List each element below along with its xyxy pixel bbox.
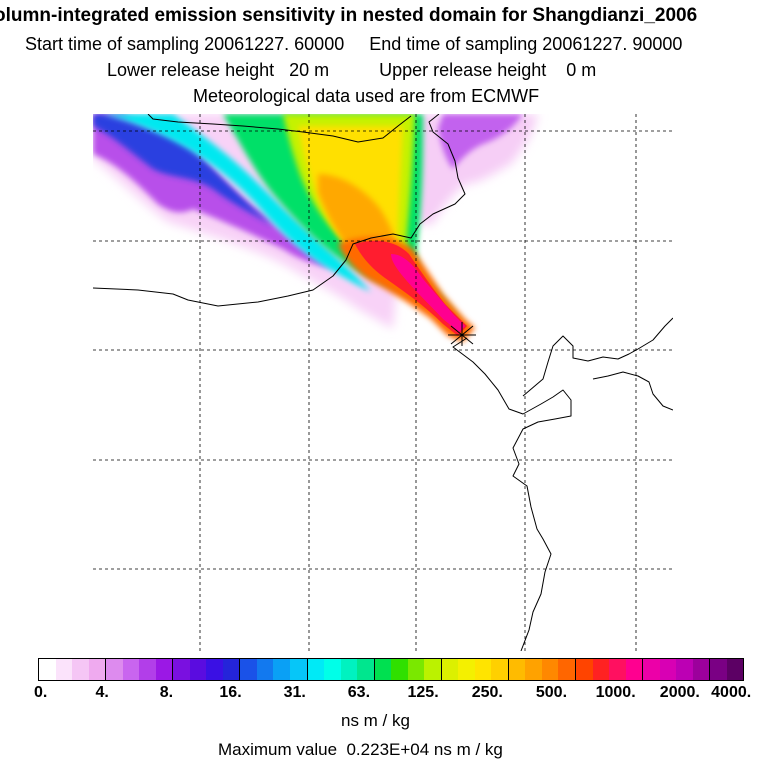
colorbar-segment [256, 659, 274, 680]
colorbar-segment [643, 659, 660, 680]
map-title: olumn-integrated emission sensitivity in… [0, 5, 698, 26]
plume-magenta-core [391, 254, 465, 332]
colorbar-segment [710, 659, 727, 680]
colorbar-segment [206, 659, 223, 680]
plume-purple-east [438, 114, 523, 169]
colorbar-segment [189, 659, 207, 680]
met-data-source: Meteorological data used are from ECMWF [193, 86, 540, 106]
colorbar-segment [576, 659, 593, 680]
colorbar-segment [458, 659, 475, 680]
colorbar-segment [72, 659, 89, 680]
colorbar-segment [692, 659, 711, 680]
colorbar-segment [222, 659, 241, 680]
colorbar-segment [391, 659, 408, 680]
sensitivity-plume [93, 114, 538, 342]
colorbar-segment [289, 659, 308, 680]
colorbar-segment [508, 659, 526, 680]
colorbar-segment [106, 659, 123, 680]
colorbar-tick-label: 250. [471, 684, 503, 701]
colorbar-segment [676, 659, 693, 680]
lat-lon-grid [93, 114, 673, 651]
colorbar-segment [273, 659, 290, 680]
colorbar-segment [122, 659, 140, 680]
colorbar-tick-label: 500. [535, 684, 568, 701]
colorbar-tick-label: 1000. [595, 684, 636, 701]
colorbar-segment [525, 659, 542, 680]
colorbar-tick-label: 63. [347, 684, 371, 701]
plume-cyan-west [103, 114, 371, 292]
colorbar-segment [592, 659, 610, 680]
receptor-marker [448, 322, 476, 346]
colorbar-segment [374, 659, 392, 680]
colorbar-tick-label: 8. [159, 684, 174, 701]
colorbar-segment [39, 659, 56, 680]
colorbar-segment [659, 659, 677, 680]
plume-blue-west [93, 114, 273, 226]
colorbar-segment [357, 659, 375, 680]
colorbar-segment [55, 659, 73, 680]
colorbar-segment [324, 659, 341, 680]
colorbar-segment [424, 659, 442, 680]
sampling-times: Start time of sampling 20061227. 60000 E… [25, 34, 683, 54]
colorbar-segment [609, 659, 626, 680]
map-panel [93, 114, 673, 651]
colorbar-tick-label: 4. [95, 684, 109, 701]
colorbar-segment [307, 659, 325, 680]
colorbar-segment [155, 659, 174, 680]
colorbar-segment [491, 659, 509, 680]
colorbar-tick-label: 31. [283, 684, 306, 701]
release-heights: Lower release height 20 m Upper release … [107, 60, 597, 80]
colorbar-tick-label: 4000. [711, 684, 752, 701]
colorbar-segment [474, 659, 492, 680]
colorbar-tick-label: 2000. [659, 684, 700, 701]
colorbar-segment [173, 659, 190, 680]
colorbar-segment [407, 659, 425, 680]
coastlines [93, 114, 673, 651]
colorbar-segment [726, 659, 744, 680]
colorbar-tick-label: 16. [219, 684, 242, 701]
colorbar-segment [441, 659, 459, 680]
colorbar-segment [139, 659, 156, 680]
maximum-value: Maximum value 0.223E+04 ns m / kg [218, 740, 503, 759]
colorbar-tick-label: 125. [407, 684, 439, 701]
colorbar-segment [541, 659, 559, 680]
colorbar-segment [240, 659, 257, 680]
colorbar-segment [88, 659, 107, 680]
colorbar [38, 658, 744, 681]
colorbar-units: ns m / kg [341, 711, 410, 730]
colorbar-tick-label: 0. [33, 684, 48, 701]
colorbar-segment [625, 659, 644, 680]
colorbar-segment [340, 659, 358, 680]
colorbar-segment [558, 659, 576, 680]
